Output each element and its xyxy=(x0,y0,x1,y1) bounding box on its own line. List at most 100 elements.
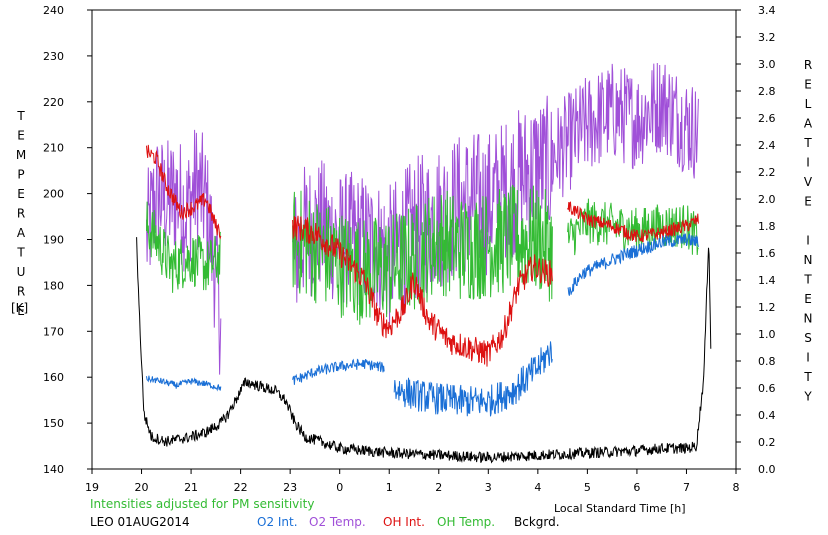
right-tick-label: 2.6 xyxy=(758,112,776,125)
series-line-o2_int xyxy=(393,341,553,417)
series-o2_temp xyxy=(146,62,699,375)
right-axis-letter: E xyxy=(804,78,812,92)
left-tick-label: 230 xyxy=(43,50,64,63)
series-line-oh_int xyxy=(146,144,222,240)
left-axis-letter: E xyxy=(17,187,25,201)
right-tick-label: 0.2 xyxy=(758,436,776,449)
right-tick-label: 0.8 xyxy=(758,355,776,368)
left-axis-letter: E xyxy=(17,129,25,143)
right-axis-letter: T xyxy=(803,273,812,287)
x-tick-label: 21 xyxy=(184,481,198,494)
series-line-oh_temp xyxy=(567,198,699,256)
left-axis-letter: U xyxy=(17,265,26,279)
x-tick-label: 20 xyxy=(135,481,149,494)
right-tick-label: 2.2 xyxy=(758,166,776,179)
left-axis-letter: T xyxy=(16,246,25,260)
left-axis-letter: T xyxy=(16,109,25,123)
legend-entry: O2 Int. xyxy=(257,515,298,529)
right-axis-letter: V xyxy=(804,175,813,189)
series-line-oh_temp xyxy=(146,201,222,293)
x-tick-label: 2 xyxy=(435,481,442,494)
x-tick-label: 7 xyxy=(683,481,690,494)
x-tick-label: 23 xyxy=(283,481,297,494)
x-tick-label: 4 xyxy=(534,481,541,494)
x-tick-label: 1 xyxy=(386,481,393,494)
legend-entry: OH Int. xyxy=(383,515,425,529)
legend: O2 Int. O2 Temp. OH Int. OH Temp. Bckgrd. xyxy=(257,515,560,529)
right-axis-letter: N xyxy=(804,312,813,326)
left-tick-label: 150 xyxy=(43,417,64,430)
left-tick-label: 240 xyxy=(43,4,64,17)
right-axis-letter: I xyxy=(806,156,810,170)
legend-entry: OH Temp. xyxy=(437,515,495,529)
right-y-axis: 0.0 0.2 0.4 0.6 0.8 1.0 1.2 1.4 1.6 1.8 2.0 2.2 2.4 2… xyxy=(736,4,776,476)
left-y-axis: 140 150 160 170 180 190 200 210 220 230 240 xyxy=(43,4,92,476)
left-tick-label: 200 xyxy=(43,188,64,201)
right-tick-label: 1.8 xyxy=(758,220,776,233)
right-tick-label: 1.6 xyxy=(758,247,776,260)
series-line-o2_temp xyxy=(552,62,699,198)
plot-area xyxy=(91,9,737,470)
series-line-o2_int xyxy=(567,233,699,296)
right-tick-label: 3.4 xyxy=(758,4,776,17)
left-tick-label: 170 xyxy=(43,325,64,338)
right-axis-letter: T xyxy=(803,136,812,150)
series-line-oh_temp xyxy=(292,184,553,325)
right-axis-letter: T xyxy=(803,370,812,384)
series-line-o2_int xyxy=(292,358,385,385)
x-tick-label: 0 xyxy=(336,481,343,494)
x-axis-label: Local Standard Time [h] xyxy=(554,502,686,515)
right-axis-letter: I xyxy=(806,351,810,365)
x-tick-label: 6 xyxy=(633,481,640,494)
left-axis-letter: R xyxy=(17,285,25,299)
right-axis-letter: N xyxy=(804,253,813,267)
x-tick-label: 3 xyxy=(485,481,492,494)
left-tick-label: 160 xyxy=(43,371,64,384)
left-axis-letter: M xyxy=(16,148,26,162)
series-line-o2_int xyxy=(146,375,222,392)
left-tick-label: 220 xyxy=(43,96,64,109)
left-axis-unit: [K] xyxy=(11,301,28,315)
series-line-o2_temp xyxy=(383,95,553,325)
right-axis-letter: S xyxy=(804,331,812,345)
series-oh_temp xyxy=(146,184,699,325)
right-tick-label: 3.2 xyxy=(758,31,776,44)
legend-entry: O2 Temp. xyxy=(309,515,366,529)
left-axis-letter: R xyxy=(17,207,25,221)
right-tick-label: 1.4 xyxy=(758,274,776,287)
left-tick-label: 180 xyxy=(43,279,64,292)
left-tick-label: 210 xyxy=(43,142,64,155)
station-date-label: LEO 01AUG2014 xyxy=(90,515,190,529)
right-tick-label: 0.4 xyxy=(758,409,776,422)
right-tick-label: 2.4 xyxy=(758,139,776,152)
x-tick-label: 19 xyxy=(85,481,99,494)
right-tick-label: 0.0 xyxy=(758,463,776,476)
right-tick-label: 2.0 xyxy=(758,193,776,206)
right-tick-label: 2.8 xyxy=(758,85,776,98)
legend-entry: Bckgrd. xyxy=(514,515,560,529)
x-tick-label: 22 xyxy=(234,481,248,494)
right-axis-letter: E xyxy=(804,195,812,209)
x-tick-label: 8 xyxy=(733,481,740,494)
x-tick-label: 5 xyxy=(584,481,591,494)
left-axis-letter: P xyxy=(17,168,24,182)
left-axis-letter: E xyxy=(17,304,25,318)
sensitivity-note: Intensities adjusted for PM sensitivity xyxy=(90,497,314,511)
right-axis-letter: R xyxy=(804,58,812,72)
series-o2_int xyxy=(146,233,699,417)
right-tick-label: 1.2 xyxy=(758,301,776,314)
series-oh_int xyxy=(146,144,699,367)
left-axis-letter: A xyxy=(17,226,26,240)
right-tick-label: 0.6 xyxy=(758,382,776,395)
series-bckgrd xyxy=(136,237,712,464)
series-line-oh_int xyxy=(567,201,699,243)
right-axis-letter: A xyxy=(804,117,813,131)
series-layer xyxy=(136,62,712,464)
series-line-oh_int xyxy=(292,215,553,367)
series-line-bckgrd xyxy=(136,237,712,464)
x-axis: 19 20 21 22 23 0 1 2 3 4 5 6 7 8 xyxy=(85,469,740,494)
right-tick-label: 1.0 xyxy=(758,328,776,341)
